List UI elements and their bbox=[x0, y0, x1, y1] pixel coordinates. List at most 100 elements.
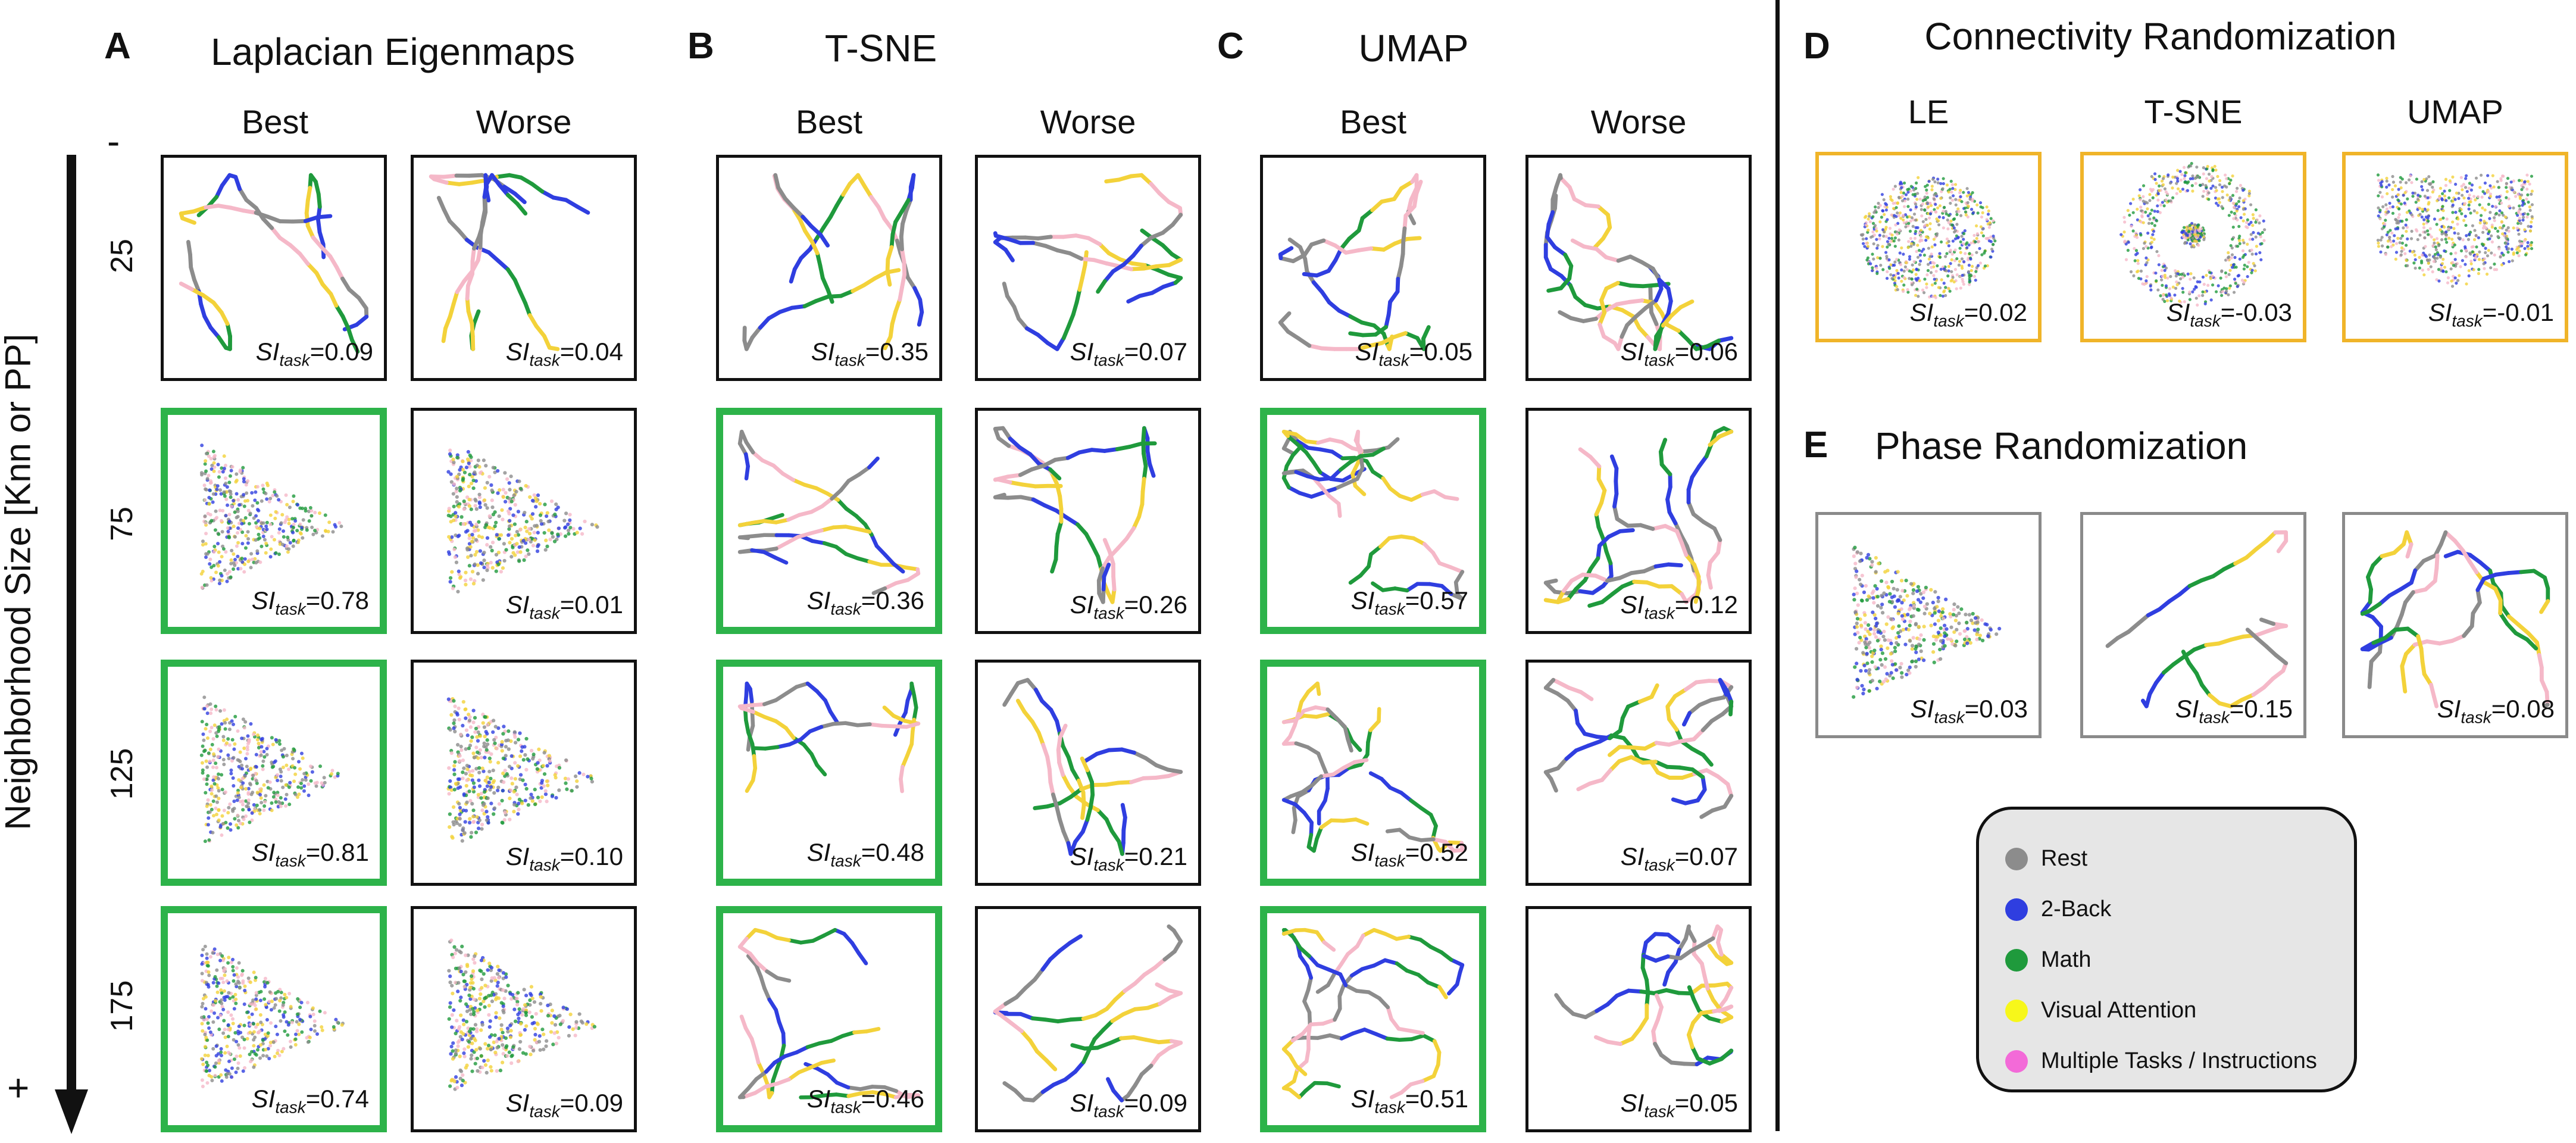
embedding-point bbox=[2153, 238, 2156, 241]
embedding-point bbox=[207, 838, 211, 842]
si-symbol: SI bbox=[506, 1089, 530, 1117]
embedding-point bbox=[200, 954, 204, 957]
embedding-point bbox=[249, 511, 252, 515]
embedding-point bbox=[300, 752, 304, 755]
embedding-point bbox=[1896, 288, 1899, 291]
embedding-point bbox=[457, 802, 461, 805]
embedding-point bbox=[1916, 226, 1919, 229]
embedding-point bbox=[1949, 202, 1952, 205]
embedding-point bbox=[1903, 221, 1906, 224]
embedding-point bbox=[471, 969, 475, 973]
embedding-point bbox=[544, 1044, 548, 1048]
embedding-point bbox=[1899, 251, 1902, 254]
embedding-point bbox=[1967, 191, 1970, 194]
embedding-point bbox=[302, 518, 305, 521]
embedding-point bbox=[236, 498, 240, 502]
embedding-point bbox=[240, 777, 244, 780]
embedding-point bbox=[496, 469, 499, 473]
embedding-point bbox=[217, 1052, 220, 1055]
embedding-point bbox=[235, 823, 238, 827]
embedding-point bbox=[494, 521, 498, 524]
embedding-point bbox=[321, 1029, 324, 1032]
embedding-point bbox=[270, 1000, 274, 1003]
embedding-point bbox=[231, 958, 235, 961]
embedding-point bbox=[469, 554, 473, 557]
embedding-point bbox=[500, 508, 504, 512]
embedding-point bbox=[232, 756, 236, 760]
embedding-point bbox=[223, 1051, 227, 1055]
embedding-point bbox=[212, 492, 215, 496]
embedding-point bbox=[251, 791, 254, 794]
embedding-point bbox=[496, 972, 499, 976]
embedding-point bbox=[201, 732, 205, 736]
embedding-point bbox=[1911, 263, 1914, 266]
embedding-point bbox=[1949, 262, 1952, 265]
embedding-point bbox=[217, 551, 221, 554]
embedding-point bbox=[253, 1036, 257, 1039]
embedding-point bbox=[208, 502, 211, 505]
embedding-point bbox=[494, 1011, 498, 1014]
embedding-segment bbox=[1293, 446, 1301, 455]
embedding-point bbox=[1955, 204, 1958, 207]
embedding-point bbox=[2183, 174, 2186, 177]
embedding-point bbox=[475, 1030, 479, 1033]
embedding-point bbox=[282, 1047, 285, 1051]
embedding-point bbox=[337, 521, 341, 524]
embedding-point bbox=[220, 833, 223, 837]
embedding-point bbox=[504, 754, 508, 757]
embedding-point bbox=[524, 799, 527, 802]
embedding-point bbox=[459, 970, 463, 973]
embedding-point bbox=[1975, 224, 1978, 227]
embedding-point bbox=[259, 998, 262, 1002]
embedding-point bbox=[493, 1033, 497, 1037]
embedding-segment bbox=[919, 312, 922, 324]
embedding-point bbox=[277, 498, 280, 502]
embedding-point bbox=[242, 477, 246, 480]
embedding-point bbox=[479, 992, 482, 996]
embedding-point bbox=[1932, 274, 1935, 277]
panel-a-best-row-1: SItask=0.78 bbox=[161, 408, 387, 634]
embedding-point bbox=[1986, 218, 1989, 221]
embedding-point bbox=[302, 789, 306, 793]
embedding-point bbox=[223, 808, 226, 812]
embedding-point bbox=[302, 772, 306, 776]
embedding-point bbox=[282, 766, 285, 769]
embedding-point bbox=[219, 988, 223, 992]
embedding-point bbox=[551, 535, 555, 539]
panel-a-best-row-3: SItask=0.74 bbox=[161, 906, 387, 1132]
embedding-point bbox=[582, 773, 585, 776]
embedding-point bbox=[206, 774, 210, 777]
embedding-point bbox=[259, 1013, 262, 1017]
embedding-point bbox=[249, 722, 252, 726]
embedding-point bbox=[252, 803, 256, 807]
embedding-point bbox=[320, 1025, 323, 1029]
embedding-point bbox=[210, 457, 213, 461]
embedding-point bbox=[462, 1055, 466, 1058]
embedding-point bbox=[476, 1008, 479, 1012]
si-subscript: task bbox=[830, 1098, 861, 1116]
embedding-point bbox=[1871, 230, 1874, 233]
embedding-point bbox=[208, 760, 212, 763]
embedding-point bbox=[221, 980, 225, 984]
embedding-point bbox=[201, 543, 205, 546]
panel-b-best-row-3: SItask=0.46 bbox=[716, 906, 942, 1132]
embedding-point bbox=[477, 826, 480, 830]
embedding-point bbox=[248, 1016, 251, 1019]
si-number: =0.52 bbox=[1405, 838, 1468, 866]
embedding-point bbox=[1909, 237, 1912, 240]
embedding-point bbox=[209, 1030, 212, 1034]
embedding-segment bbox=[995, 233, 996, 236]
embedding-point bbox=[486, 1047, 489, 1050]
embedding-point bbox=[256, 1048, 260, 1052]
embedding-point bbox=[499, 1069, 502, 1072]
embedding-point bbox=[213, 1065, 217, 1069]
embedding-point bbox=[454, 555, 457, 559]
embedding-point bbox=[512, 494, 516, 497]
embedding-point bbox=[254, 765, 258, 769]
embedding-point bbox=[546, 520, 550, 523]
embedding-point bbox=[501, 821, 504, 825]
embedding-point bbox=[545, 1039, 548, 1043]
embedding-point bbox=[577, 771, 581, 775]
embedding-point bbox=[201, 769, 205, 772]
embedding-point bbox=[277, 552, 281, 556]
